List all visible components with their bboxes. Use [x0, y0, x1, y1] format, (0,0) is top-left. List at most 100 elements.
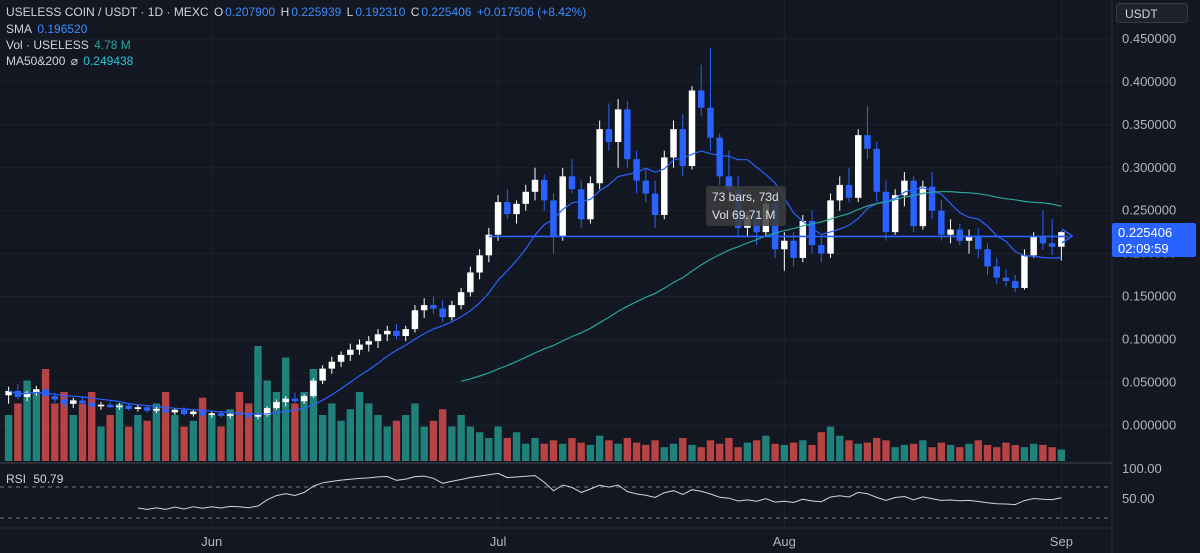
bar-countdown: 02:09:59: [1118, 241, 1169, 256]
volume-bar: [134, 415, 142, 461]
volume-bar: [32, 392, 41, 461]
candle-body: [33, 389, 40, 393]
volume-bar: [1048, 447, 1056, 461]
volume-bar: [309, 369, 318, 461]
volume-bar: [115, 403, 124, 461]
volume-bar: [706, 440, 715, 461]
volume-bar: [466, 426, 475, 461]
candle-body: [679, 129, 686, 167]
volume-bar: [374, 415, 382, 461]
volume-bar: [605, 440, 613, 461]
ma-legend[interactable]: MA50&200 ⌀ 0.249438: [6, 53, 135, 69]
candle-body: [901, 180, 908, 196]
currency-unit-button[interactable]: USDT: [1116, 3, 1188, 23]
volume-bar: [734, 447, 742, 461]
source-icon: ⌀: [70, 54, 78, 68]
ohlc-legend: USELESS COIN / USDT · 1D · MEXC O 0.20790…: [6, 4, 588, 20]
low-value: 0.192310: [355, 5, 406, 19]
candle-body: [485, 234, 493, 256]
volume-bar: [531, 438, 539, 461]
high-label: H: [280, 5, 290, 19]
volume-bar: [272, 392, 281, 461]
candle-body: [347, 349, 354, 355]
rsi-label: RSI: [6, 472, 27, 486]
volume-bar: [457, 415, 465, 461]
volume-bar: [41, 369, 50, 461]
volume-bar: [780, 444, 789, 461]
candle-body: [70, 400, 77, 404]
volume-bar: [595, 435, 604, 461]
volume-bar: [291, 403, 299, 461]
candle-body: [873, 148, 880, 192]
volume-bar: [254, 346, 262, 461]
volume-bar: [1057, 449, 1066, 461]
candle-body: [374, 334, 382, 342]
candle-body: [448, 305, 456, 318]
volume-label: Vol · USELESS: [6, 38, 89, 52]
volume-bar: [660, 447, 668, 461]
volume-bar: [891, 447, 899, 461]
close-value: 0.225406: [421, 5, 472, 19]
volume-bar: [632, 442, 641, 461]
volume-bar: [771, 443, 779, 461]
candle-body: [356, 344, 363, 350]
volume-bar: [208, 415, 216, 461]
candle-body: [134, 407, 142, 409]
volume-bar: [78, 403, 87, 461]
candle-body: [984, 249, 991, 267]
volume-bar: [965, 443, 973, 461]
candle-body: [476, 255, 483, 273]
candle-body: [254, 414, 262, 417]
price-tick-label: 0.050000: [1122, 374, 1176, 389]
volume-bar: [568, 438, 576, 461]
volume-bar: [226, 409, 234, 461]
volume-bar: [937, 442, 946, 461]
candle-body: [642, 180, 650, 194]
candle-body: [236, 414, 243, 416]
candle-body: [938, 210, 945, 235]
rsi-legend[interactable]: RSI 50.79: [6, 472, 63, 486]
candle-body: [263, 408, 271, 415]
volume-bar: [411, 403, 419, 461]
price-tick-label: 0.100000: [1122, 331, 1176, 346]
candle-body: [97, 404, 105, 407]
price-tick-label: 0.450000: [1122, 31, 1176, 46]
symbol-title[interactable]: USELESS COIN / USDT · 1D · MEXC: [6, 5, 209, 19]
candle-body: [1002, 277, 1010, 282]
volume-bar: [4, 415, 13, 461]
candle-body: [947, 229, 954, 235]
sma-legend[interactable]: SMA 0.196520: [6, 21, 89, 37]
price-tick-label: 0.400000: [1122, 74, 1176, 89]
rsi-value: 50.79: [33, 472, 64, 486]
measure-volume-text: Vol 69.71 M: [712, 208, 776, 222]
volume-bar: [355, 392, 364, 461]
current-price-value: 0.225406: [1118, 225, 1173, 240]
candle-body: [153, 408, 160, 411]
volume-bar: [1011, 444, 1019, 461]
volume-bar: [928, 447, 936, 461]
candle-body: [23, 392, 31, 397]
candle-body: [180, 409, 188, 415]
volume-bar: [946, 444, 955, 461]
volume-bar: [743, 442, 752, 461]
candle-body: [707, 107, 714, 138]
candle-body: [559, 176, 566, 237]
volume-legend[interactable]: Vol · USELESS 4.78 M: [6, 37, 133, 53]
volume-bar: [549, 440, 558, 461]
volume-bar: [300, 392, 308, 461]
candle-body: [273, 402, 280, 409]
volume-bar: [826, 426, 835, 461]
candle-body: [420, 305, 428, 311]
volume-bar: [14, 403, 22, 461]
candle-body: [633, 159, 640, 181]
volume-bar: [235, 392, 244, 461]
ma-value: 0.249438: [83, 54, 134, 68]
change-value: +0.017506 (+8.42%): [476, 5, 587, 19]
rsi-tick-label: 100.00: [1122, 461, 1162, 476]
volume-bar: [281, 357, 290, 461]
volume-bar: [494, 426, 502, 461]
volume-bar: [817, 432, 825, 461]
candle-body: [651, 193, 659, 215]
